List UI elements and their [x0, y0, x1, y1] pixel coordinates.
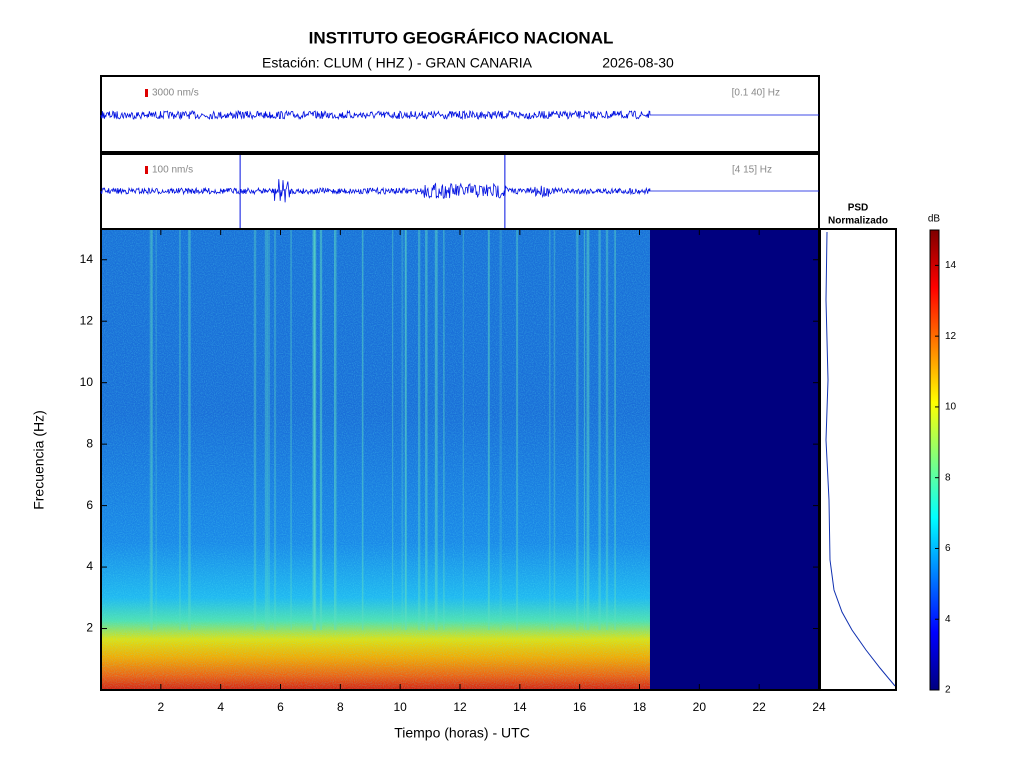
y-tick-label: 14 — [80, 252, 94, 266]
y-tick-label: 2 — [86, 621, 93, 635]
y-axis-label: Frecuencia (Hz) — [31, 410, 47, 510]
scale-bar — [145, 89, 148, 97]
colorbar-tick-label: 2 — [945, 685, 951, 696]
trace-band: [4 15] Hz — [732, 165, 772, 176]
colorbar-tick-label: 8 — [945, 472, 951, 483]
spectrogram-texture — [101, 229, 650, 690]
x-tick-label: 18 — [633, 700, 647, 714]
x-tick-label: 20 — [693, 700, 707, 714]
psd-curve — [825, 231, 896, 687]
colorbar — [929, 229, 940, 691]
title: INSTITUTO GEOGRÁFICO NACIONAL — [309, 28, 614, 47]
y-tick-label: 8 — [86, 436, 93, 450]
x-tick-label: 22 — [752, 700, 766, 714]
y-tick-label: 12 — [80, 313, 94, 327]
x-tick-label: 6 — [277, 700, 284, 714]
waveform — [100, 109, 819, 121]
x-tick-label: 14 — [513, 700, 527, 714]
colorbar-tick-label: 12 — [945, 331, 957, 342]
colorbar-tick-label: 6 — [945, 543, 951, 554]
trace-scale: 100 nm/s — [152, 165, 193, 176]
x-tick-label: 24 — [812, 700, 826, 714]
date: 2026-08-30 — [602, 55, 674, 71]
waveform — [100, 179, 819, 203]
trace-panel — [100, 153, 820, 230]
x-axis-label: Tiempo (horas) - UTC — [394, 725, 530, 741]
trace-scale: 3000 nm/s — [152, 88, 199, 99]
trace-band: [0.1 40] Hz — [732, 88, 780, 99]
scale-bar — [145, 166, 148, 174]
x-tick-label: 8 — [337, 700, 344, 714]
y-tick-label: 10 — [80, 375, 94, 389]
y-tick-label: 6 — [86, 498, 93, 512]
subtitle: Estación: CLUM ( HHZ ) - GRAN CANARIA — [262, 55, 533, 71]
x-tick-label: 4 — [217, 700, 224, 714]
colorbar-tick-label: 10 — [945, 402, 957, 413]
colorbar-label: dB — [928, 214, 941, 225]
psd-title: PSD — [848, 203, 869, 214]
psd-panel — [819, 228, 897, 691]
x-tick-label: 12 — [453, 700, 467, 714]
x-tick-label: 16 — [573, 700, 587, 714]
x-tick-label: 10 — [393, 700, 407, 714]
psd-title: Normalizado — [828, 216, 888, 227]
spectrogram — [101, 229, 819, 690]
y-tick-label: 4 — [86, 559, 93, 573]
no-data-region — [649, 229, 819, 690]
colorbar-tick-label: 14 — [945, 260, 957, 271]
colorbar-tick-label: 4 — [945, 614, 951, 625]
x-tick-label: 2 — [157, 700, 164, 714]
